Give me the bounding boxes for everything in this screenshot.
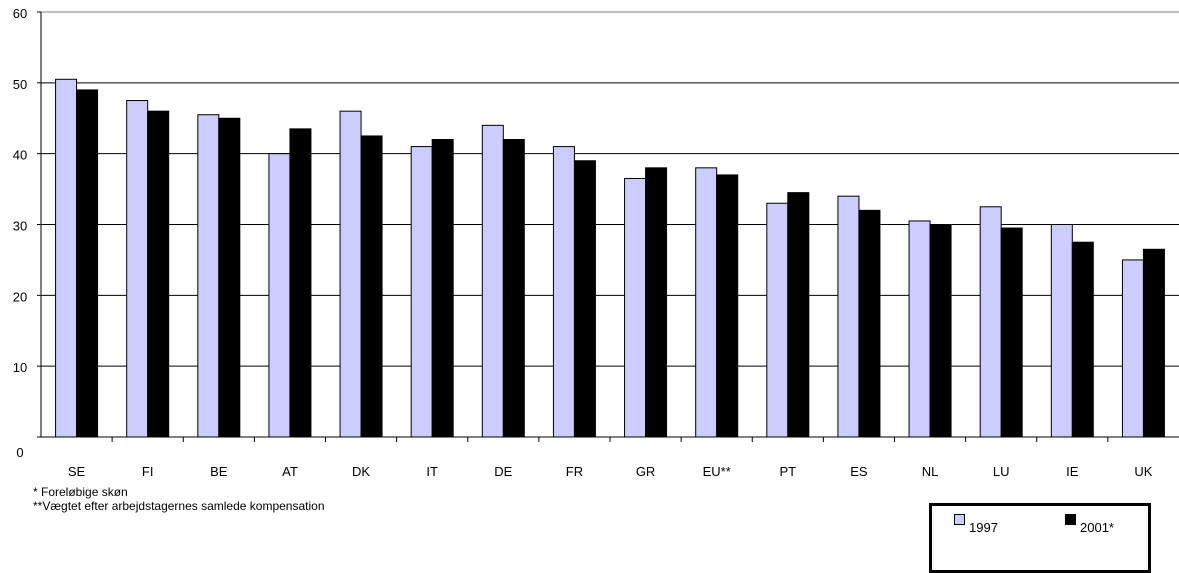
legend-swatch-1997 (954, 514, 965, 525)
x-tick-label: FI (142, 464, 154, 479)
bar-1997-IT (410, 146, 433, 438)
bar-2001-SE (76, 89, 99, 438)
bar-2001-GR (645, 167, 668, 438)
bar-1997-AT (268, 153, 291, 438)
legend-label-1997: 1997 (969, 520, 998, 535)
y-tick-label: 50 (13, 77, 27, 92)
bar-1997-DK (339, 110, 362, 438)
bar-2001-ES (858, 209, 881, 438)
y-tick-label: 10 (13, 360, 27, 375)
legend-label-2001: 2001* (1080, 520, 1114, 535)
bar-1997-EU (695, 167, 718, 438)
x-tick-label: ES (850, 464, 868, 479)
bar-1997-GR (624, 177, 647, 438)
bar-1997-PT (766, 202, 789, 438)
x-tick-label: IE (1066, 464, 1079, 479)
bar-2001-NL (929, 224, 952, 438)
bar-2001-BE (218, 117, 241, 438)
bar-2001-FR (573, 160, 596, 438)
bar-1997-IE (1050, 224, 1073, 438)
x-tick-label: LU (993, 464, 1010, 479)
bar-1997-LU (979, 206, 1002, 438)
bar-2001-IE (1071, 241, 1094, 438)
x-tick-label: BE (210, 464, 228, 479)
x-tick-label: UK (1134, 464, 1152, 479)
x-tick-label: AT (282, 464, 298, 479)
y-tick-label: 60 (13, 6, 27, 21)
y-tick-label: 30 (13, 219, 27, 234)
bar-2001-FI (147, 110, 170, 438)
x-tick-label: PT (780, 464, 797, 479)
bar-1997-SE (55, 78, 78, 438)
legend-swatch-2001 (1065, 514, 1076, 525)
bar-chart: 0 10 20 30 40 50 60 SE FI BE AT DK IT DE FR GR EU** PT ES… (13, 6, 1179, 479)
footnote-preliminary: * Foreløbige skøn (33, 485, 128, 499)
bar-1997-BE (197, 114, 220, 438)
x-tick-label: IT (426, 464, 438, 479)
bar-2001-AT (289, 128, 312, 438)
x-tick-label: SE (68, 464, 86, 479)
bar-2001-DE (502, 139, 525, 438)
x-tick-label: DE (494, 464, 512, 479)
bars (55, 78, 1165, 438)
bar-2001-EU (716, 174, 739, 438)
bar-2001-PT (787, 192, 810, 438)
y-tick-label: 40 (13, 148, 27, 163)
bar-1997-FR (552, 146, 575, 438)
legend: 1997 2001* (929, 503, 1151, 573)
x-tick-label: DK (352, 464, 370, 479)
axes (37, 11, 1179, 442)
x-tick-label: GR (636, 464, 656, 479)
bar-1997-NL (908, 220, 931, 438)
y-tick-label: 20 (13, 289, 27, 304)
bar-2001-DK (360, 135, 383, 438)
bar-2001-LU (1000, 227, 1023, 438)
x-tick-label: NL (922, 464, 939, 479)
bar-2001-IT (431, 139, 454, 438)
footnote-weighted: **Vægtet efter arbejdstagernes samlede k… (33, 499, 325, 513)
y-tick-label: 0 (16, 445, 23, 460)
bar-1997-ES (837, 195, 860, 438)
y-tick-labels: 0 10 20 30 40 50 60 (13, 6, 27, 460)
x-tick-labels: SE FI BE AT DK IT DE FR GR EU** PT ES NL LU IE UK (68, 464, 1153, 479)
bar-2001-UK (1142, 248, 1165, 438)
bar-1997-DE (481, 124, 504, 438)
x-tick-label: FR (566, 464, 583, 479)
bar-1997-UK (1121, 259, 1144, 438)
bar-1997-FI (126, 100, 149, 438)
x-tick-label: EU** (703, 464, 731, 479)
